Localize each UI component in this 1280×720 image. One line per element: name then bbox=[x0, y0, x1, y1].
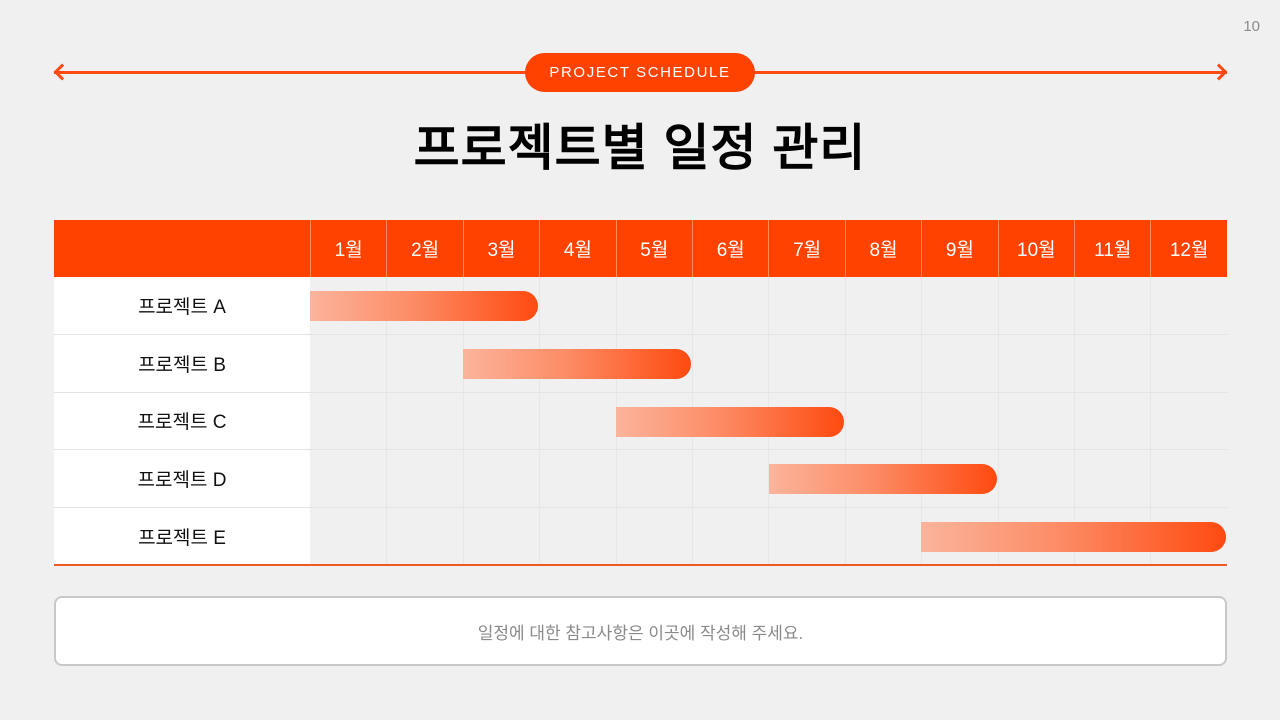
month-header: 7월 bbox=[768, 220, 844, 277]
task-label: 프로젝트 E bbox=[54, 508, 310, 564]
month-header: 3월 bbox=[462, 220, 539, 277]
month-header: 6월 bbox=[692, 220, 768, 277]
gantt-row: 프로젝트 E bbox=[54, 508, 1227, 566]
task-label: 프로젝트 A bbox=[54, 277, 310, 334]
task-track bbox=[310, 334, 1227, 392]
grid-cell bbox=[310, 335, 386, 392]
grid-cell bbox=[692, 334, 768, 392]
gantt-row: 프로젝트 A bbox=[54, 277, 1227, 335]
grid-cell bbox=[310, 450, 386, 507]
grid-cell bbox=[768, 334, 844, 392]
grid-cell bbox=[997, 392, 1074, 450]
grid-cell bbox=[539, 508, 615, 564]
task-track bbox=[310, 508, 1227, 564]
task-label: 프로젝트 B bbox=[54, 334, 310, 392]
month-header: 9월 bbox=[921, 220, 997, 277]
note-input[interactable]: 일정에 대한 참고사항은 이곳에 작성해 주세요. bbox=[54, 596, 1227, 666]
month-header: 12월 bbox=[1150, 220, 1226, 277]
grid-cell bbox=[615, 508, 692, 564]
grid-cell bbox=[844, 508, 921, 564]
grid-cell bbox=[386, 508, 462, 564]
grid-cell bbox=[692, 508, 768, 564]
gantt-row: 프로젝트 B bbox=[54, 334, 1227, 393]
grid-cell bbox=[1074, 450, 1150, 508]
task-bar[interactable] bbox=[921, 522, 1227, 553]
task-bar[interactable] bbox=[310, 291, 539, 321]
grid-cell bbox=[844, 277, 921, 334]
task-track bbox=[310, 392, 1227, 450]
grid-cell bbox=[615, 450, 692, 508]
gantt-header: 1월 2월 3월 4월 5월 6월 7월 8월 9월 10월 11월 12월 bbox=[54, 220, 1227, 277]
grid-cell bbox=[921, 277, 997, 334]
task-bar[interactable] bbox=[615, 406, 844, 437]
grid-cell bbox=[462, 508, 539, 564]
grid-cell bbox=[1074, 334, 1150, 392]
grid-cell bbox=[921, 334, 997, 392]
task-label: 프로젝트 D bbox=[54, 450, 310, 508]
arrow-right-icon bbox=[1210, 63, 1228, 81]
grid-cell bbox=[768, 277, 844, 334]
gantt-chart: 1월 2월 3월 4월 5월 6월 7월 8월 9월 10월 11월 12월 프… bbox=[54, 220, 1227, 566]
grid-cell bbox=[310, 508, 386, 564]
section-tag: PROJECT SCHEDULE bbox=[525, 53, 755, 92]
grid-cell bbox=[692, 450, 768, 508]
month-header: 8월 bbox=[844, 220, 921, 277]
task-bar[interactable] bbox=[462, 348, 692, 379]
grid-cell bbox=[997, 450, 1074, 508]
month-header: 11월 bbox=[1074, 220, 1150, 277]
grid-cell bbox=[997, 277, 1074, 334]
grid-cell bbox=[1150, 334, 1226, 392]
month-header: 2월 bbox=[386, 220, 462, 277]
grid-cell bbox=[539, 392, 615, 450]
grid-cell bbox=[1074, 277, 1150, 334]
grid-cell bbox=[844, 392, 921, 450]
gantt-row: 프로젝트 D bbox=[54, 450, 1227, 509]
grid-cell bbox=[310, 393, 386, 450]
page-title: 프로젝트별 일정 관리 bbox=[413, 120, 867, 176]
grid-cell bbox=[539, 450, 615, 508]
grid-cell bbox=[1150, 392, 1226, 450]
grid-cell bbox=[386, 392, 462, 450]
grid-cell bbox=[768, 508, 844, 564]
task-track bbox=[310, 450, 1227, 508]
month-header: 10월 bbox=[997, 220, 1074, 277]
grid-cell bbox=[921, 392, 997, 450]
grid-cell bbox=[844, 334, 921, 392]
grid-cell bbox=[1150, 450, 1226, 508]
grid-cell bbox=[386, 450, 462, 508]
gantt-body: 프로젝트 A 프로젝트 B 프로젝트 C 프로젝트 D 프로젝트 E bbox=[54, 277, 1227, 566]
grid-cell bbox=[1150, 277, 1226, 334]
grid-cell bbox=[462, 392, 539, 450]
grid-cell bbox=[539, 277, 615, 334]
month-header: 1월 bbox=[310, 220, 386, 277]
gantt-row: 프로젝트 C bbox=[54, 392, 1227, 451]
page-number: 10 bbox=[1243, 18, 1260, 35]
task-label: 프로젝트 C bbox=[54, 392, 310, 450]
task-bar[interactable] bbox=[768, 464, 997, 495]
arrow-left-icon bbox=[53, 63, 71, 81]
grid-cell bbox=[386, 334, 462, 392]
grid-cell bbox=[462, 450, 539, 508]
grid-cell bbox=[997, 334, 1074, 392]
month-header: 5월 bbox=[615, 220, 692, 277]
grid-cell bbox=[692, 277, 768, 334]
grid-cell bbox=[615, 277, 692, 334]
grid-cell bbox=[1074, 392, 1150, 450]
month-header: 4월 bbox=[539, 220, 615, 277]
header-label-column bbox=[54, 220, 310, 277]
task-track bbox=[310, 277, 1227, 334]
